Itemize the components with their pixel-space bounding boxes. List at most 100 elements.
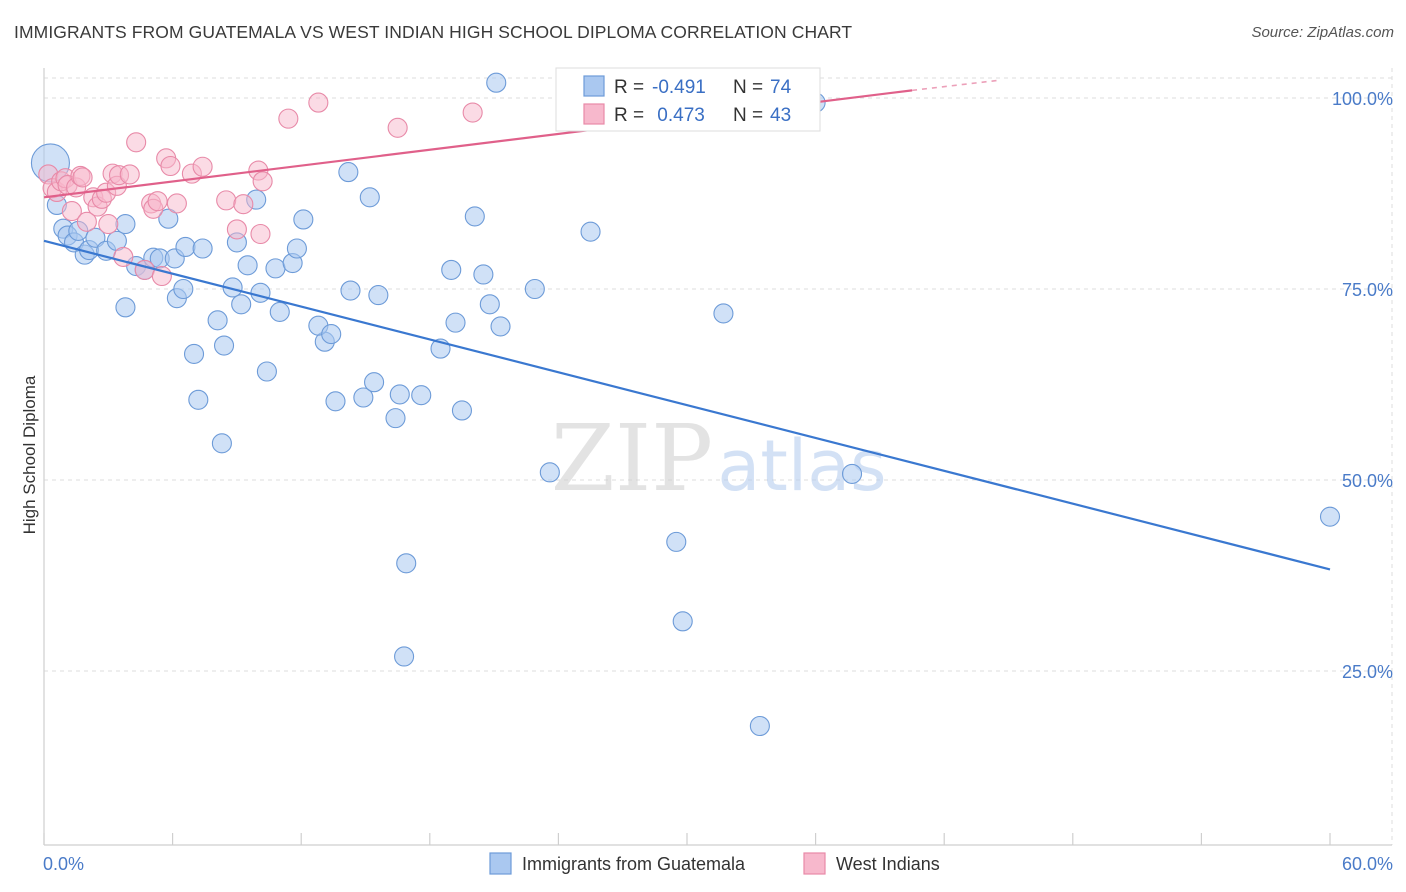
x-tick-label-max: 60.0% <box>1342 854 1393 874</box>
y-tick-label: 75.0% <box>1342 280 1393 300</box>
point-guatemala <box>269 301 290 322</box>
point-west-indians <box>134 259 155 280</box>
y-tick-label: 25.0% <box>1342 662 1393 682</box>
point-guatemala <box>473 264 494 285</box>
point-guatemala <box>749 715 770 737</box>
legend-swatch-blue <box>583 75 605 97</box>
point-guatemala <box>237 255 258 276</box>
point-guatemala <box>490 316 511 337</box>
trend-line-guatemala <box>43 239 1331 571</box>
point-west-indians <box>147 191 168 212</box>
point-guatemala <box>1319 506 1341 527</box>
point-guatemala <box>389 384 410 405</box>
source-label: Source: ZipAtlas.com <box>1251 24 1394 41</box>
point-guatemala <box>207 310 228 331</box>
point-west-indians <box>126 132 147 153</box>
point-guatemala <box>580 221 601 242</box>
point-guatemala <box>451 400 473 421</box>
point-guatemala <box>325 391 346 412</box>
point-guatemala <box>338 162 359 183</box>
point-guatemala <box>445 312 466 333</box>
point-west-indians <box>61 201 82 222</box>
point-guatemala <box>411 385 432 406</box>
point-west-indians <box>233 194 254 215</box>
point-guatemala <box>265 258 286 279</box>
point-guatemala <box>359 187 380 208</box>
point-west-indians <box>252 171 273 192</box>
point-guatemala <box>158 208 179 229</box>
point-west-indians <box>160 155 181 177</box>
point-guatemala <box>183 343 205 364</box>
point-west-indians <box>226 219 247 240</box>
point-west-indians <box>76 211 97 232</box>
bottom-legend-swatch-blue <box>489 852 512 875</box>
point-west-indians <box>278 108 299 129</box>
x-tick-label-min: 0.0% <box>43 854 84 874</box>
watermark-zip: ZIP <box>551 405 713 512</box>
point-guatemala <box>841 463 863 484</box>
point-guatemala <box>441 259 462 280</box>
legend-swatch-pink <box>583 103 605 125</box>
point-guatemala <box>524 278 545 300</box>
bottom-legend-swatch-pink <box>803 852 826 875</box>
chart-title: IMMIGRANTS FROM GUATEMALA VS WEST INDIAN… <box>14 22 853 42</box>
legend-n-value-2: 43 <box>770 105 791 126</box>
y-tick-label: 100.0% <box>1332 89 1393 109</box>
point-guatemala <box>368 285 389 306</box>
point-guatemala <box>192 238 213 259</box>
bottom-legend-label-guatemala: Immigrants from Guatemala <box>522 854 746 874</box>
legend-r-label-2: R = <box>614 105 644 126</box>
legend-r-label-1: R = <box>614 77 644 98</box>
point-guatemala <box>115 297 136 318</box>
point-guatemala <box>713 303 734 324</box>
legend-r-value-1: -0.491 <box>652 77 706 98</box>
legend-r-value-2: 0.473 <box>652 105 705 126</box>
point-guatemala <box>340 280 361 301</box>
point-guatemala <box>321 324 342 345</box>
correlation-legend: R = -0.491 N = 74 R = 0.473 N = 43 <box>555 67 821 132</box>
point-west-indians <box>119 164 140 185</box>
point-guatemala <box>479 294 500 315</box>
y-axis-label: High School Diploma <box>20 375 39 534</box>
point-guatemala <box>396 553 417 574</box>
point-west-indians <box>192 156 213 177</box>
point-guatemala <box>250 282 271 303</box>
point-west-indians <box>216 190 237 211</box>
legend-n-label-1: N = <box>733 77 763 98</box>
point-guatemala <box>486 72 507 93</box>
point-guatemala <box>213 335 235 356</box>
point-guatemala <box>188 389 209 410</box>
legend-n-value-1: 74 <box>770 77 792 98</box>
watermark-atlas: atlas <box>717 425 886 507</box>
series-legend: Immigrants from Guatemala West Indians <box>489 852 940 875</box>
point-guatemala <box>394 646 415 667</box>
point-west-indians <box>250 223 271 245</box>
point-west-indians <box>387 117 408 138</box>
point-guatemala <box>364 372 385 393</box>
point-guatemala <box>539 462 560 483</box>
point-guatemala <box>173 278 194 300</box>
bottom-legend-label-west-indians: West Indians <box>836 854 940 874</box>
y-tick-label: 50.0% <box>1342 471 1393 491</box>
point-guatemala <box>672 611 693 632</box>
point-west-indians <box>308 92 329 113</box>
point-west-indians <box>72 167 93 188</box>
point-guatemala <box>256 361 277 382</box>
point-guatemala <box>666 531 687 552</box>
point-west-indians <box>98 214 119 235</box>
point-guatemala <box>231 294 252 315</box>
point-guatemala <box>385 408 406 429</box>
axes <box>43 68 1392 846</box>
point-guatemala <box>175 236 196 258</box>
point-guatemala <box>211 433 232 454</box>
tick-labels: 25.0% 50.0% 75.0% 100.0% 0.0% 60.0% <box>43 89 1393 874</box>
point-guatemala <box>115 214 136 235</box>
series-west-indians-points <box>38 92 676 287</box>
point-west-indians <box>462 102 483 123</box>
trend-line-west-indians-extension <box>911 79 998 92</box>
watermark: ZIP atlas <box>551 405 887 512</box>
point-guatemala <box>353 387 374 408</box>
point-guatemala <box>293 209 314 230</box>
point-guatemala <box>286 238 307 259</box>
